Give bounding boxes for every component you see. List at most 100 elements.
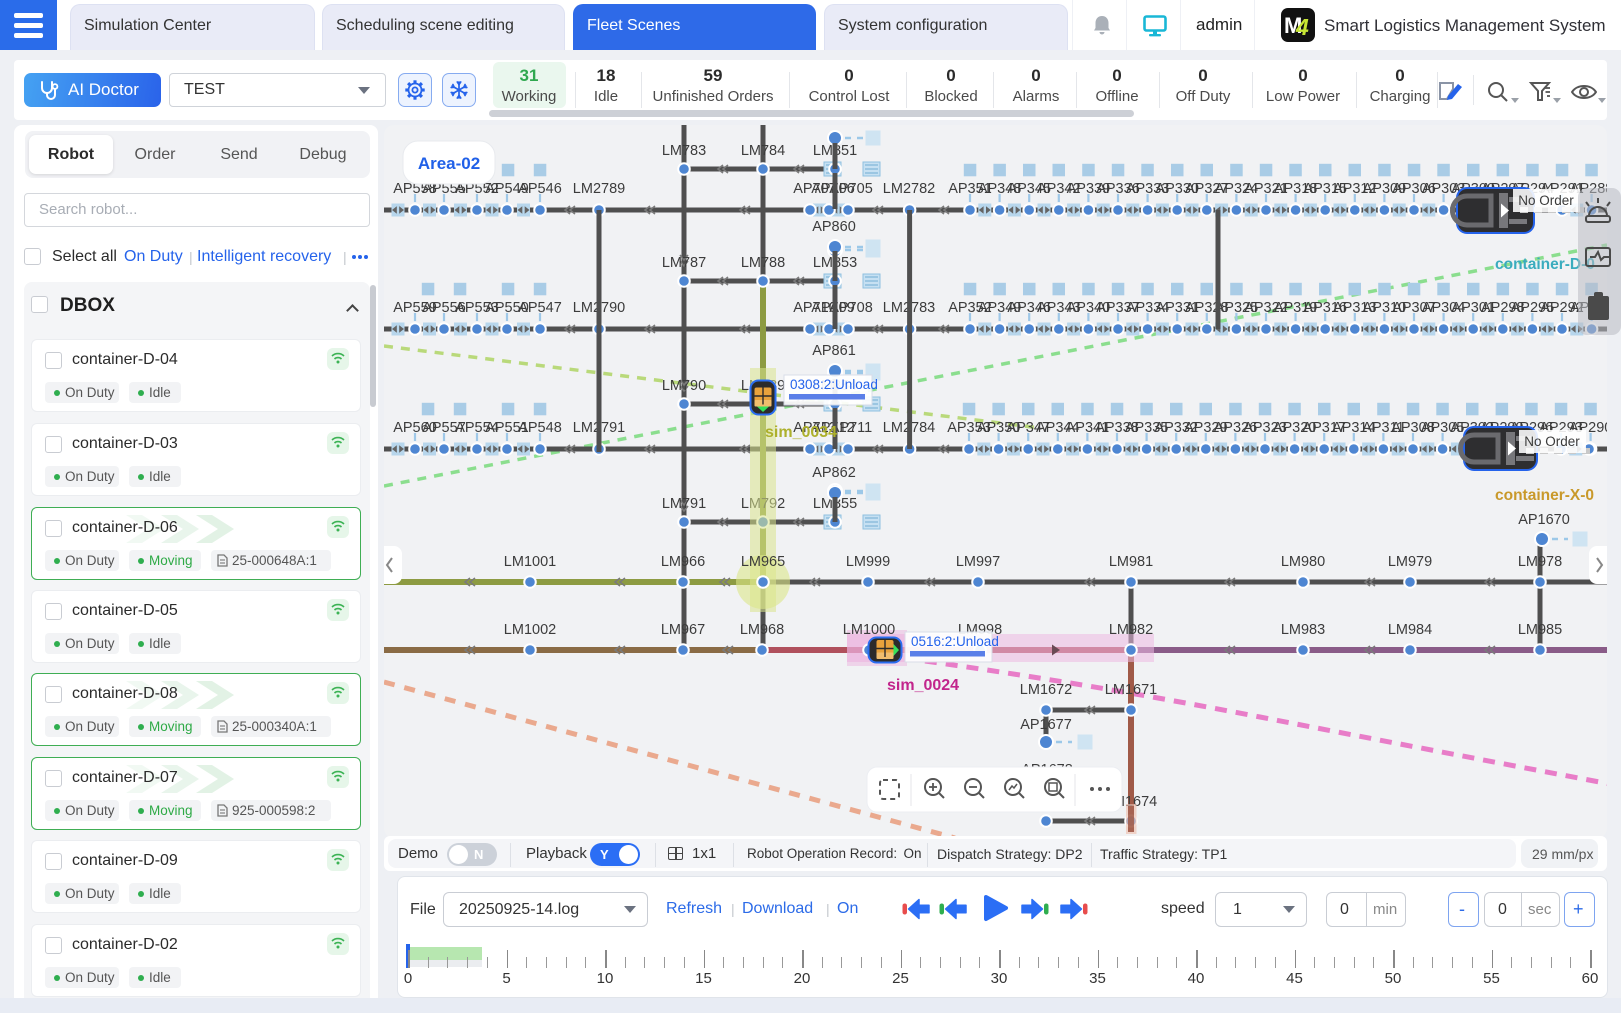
svg-text:AP345: AP345 — [1007, 181, 1051, 197]
svg-text:AP319: AP319 — [1274, 300, 1318, 316]
svg-text:No Order: No Order — [1524, 434, 1580, 449]
svg-text:LM784: LM784 — [741, 143, 785, 159]
svg-text:AP321: AP321 — [1244, 181, 1288, 197]
svg-text:AP556: AP556 — [422, 300, 466, 316]
svg-text:AP353: AP353 — [947, 420, 991, 436]
svg-text:AP549: AP549 — [485, 181, 529, 197]
svg-text:sim_0034: sim_0034 — [765, 424, 837, 441]
svg-text:LM790: LM790 — [662, 378, 706, 394]
svg-text:AP333: AP333 — [1126, 181, 1170, 197]
svg-text:AP558: AP558 — [393, 181, 437, 197]
svg-text:AP339: AP339 — [1067, 181, 1111, 197]
svg-text:AP307: AP307 — [1392, 300, 1436, 316]
svg-text:AP318: AP318 — [1274, 181, 1318, 197]
svg-text:AP352: AP352 — [948, 300, 992, 316]
svg-text:AP559: AP559 — [393, 300, 437, 316]
svg-text:AP317: AP317 — [1302, 420, 1346, 436]
svg-text:AP861: AP861 — [812, 343, 856, 359]
svg-text:AP710: AP710 — [793, 300, 837, 316]
svg-text:AP557: AP557 — [422, 420, 466, 436]
svg-text:LM1002: LM1002 — [504, 622, 556, 638]
svg-text:AP1670: AP1670 — [1518, 512, 1570, 528]
svg-text:container-X-0: container-X-0 — [1495, 487, 1594, 504]
svg-text:AP306: AP306 — [1392, 181, 1436, 197]
svg-text:AP560: AP560 — [393, 420, 437, 436]
svg-text:LM2782: LM2782 — [883, 181, 935, 197]
svg-text:AP349: AP349 — [978, 300, 1022, 316]
svg-text:AP332: AP332 — [1154, 420, 1198, 436]
svg-text:LM787: LM787 — [662, 255, 706, 271]
svg-text:AP330: AP330 — [1155, 181, 1199, 197]
svg-text:AP292: AP292 — [1540, 300, 1584, 316]
svg-text:container-D-0: container-D-0 — [1495, 256, 1595, 273]
svg-text:AP552: AP552 — [455, 181, 499, 197]
svg-text:AP551: AP551 — [485, 420, 529, 436]
svg-text:LM1000: LM1000 — [843, 622, 895, 638]
svg-text:AP546: AP546 — [518, 181, 562, 197]
svg-text:AP713: AP713 — [793, 420, 837, 436]
svg-text:AP343: AP343 — [1037, 300, 1081, 316]
svg-text:AP334: AP334 — [1126, 300, 1170, 316]
svg-text:AP320: AP320 — [1273, 420, 1317, 436]
svg-text:LM984: LM984 — [1388, 622, 1432, 638]
svg-text:AP311: AP311 — [1362, 420, 1404, 436]
svg-text:LM981: LM981 — [1109, 554, 1153, 570]
svg-text:AP326: AP326 — [1214, 420, 1258, 436]
svg-text:AP295: AP295 — [1511, 300, 1555, 316]
svg-text:AP346: AP346 — [1007, 300, 1051, 316]
svg-text:AP322: AP322 — [1244, 300, 1288, 316]
svg-text:AP860: AP860 — [812, 219, 856, 235]
svg-text:AP711: AP711 — [830, 420, 872, 436]
svg-text:AP550: AP550 — [485, 300, 529, 316]
svg-text:AP547: AP547 — [518, 300, 562, 316]
svg-text:LM967: LM967 — [661, 622, 705, 638]
svg-text:AP341: AP341 — [1066, 420, 1110, 436]
svg-text:AP314: AP314 — [1332, 420, 1376, 436]
svg-text:AP548: AP548 — [518, 420, 562, 436]
svg-text:AP305: AP305 — [1421, 420, 1465, 436]
svg-text:AP331: AP331 — [1155, 300, 1199, 316]
svg-text:AP337: AP337 — [1096, 300, 1140, 316]
svg-text:AP327: AP327 — [1185, 181, 1229, 197]
svg-text:LM2789: LM2789 — [573, 181, 625, 197]
svg-text:AP323: AP323 — [1243, 420, 1287, 436]
svg-text:LM979: LM979 — [1388, 554, 1432, 570]
svg-text:AP335: AP335 — [1125, 420, 1169, 436]
svg-text:AP862: AP862 — [812, 465, 856, 481]
svg-text:LM965: LM965 — [741, 554, 785, 570]
svg-text:LM783: LM783 — [662, 143, 706, 159]
svg-text:0516:2:Unload: 0516:2:Unload — [911, 634, 999, 649]
svg-text:LM1001: LM1001 — [504, 554, 556, 570]
svg-text:LM1671: LM1671 — [1105, 682, 1157, 698]
svg-text:AP555: AP555 — [422, 181, 466, 197]
svg-text:AP351: AP351 — [948, 181, 992, 197]
svg-text:AP324: AP324 — [1215, 181, 1259, 197]
svg-text:No Order: No Order — [1518, 193, 1574, 208]
svg-text:AP310: AP310 — [1363, 300, 1407, 316]
svg-text:AP338: AP338 — [1095, 420, 1139, 436]
svg-text:AP342: AP342 — [1037, 181, 1081, 197]
svg-text:Area-02: Area-02 — [418, 154, 480, 173]
svg-text:AP347: AP347 — [1006, 420, 1050, 436]
svg-text:AP325: AP325 — [1215, 300, 1259, 316]
svg-text:LM980: LM980 — [1281, 554, 1325, 570]
svg-text:LM982: LM982 — [1109, 622, 1153, 638]
svg-text:AP316: AP316 — [1303, 300, 1347, 316]
svg-text:AP301: AP301 — [1451, 300, 1495, 316]
svg-text:AP315: AP315 — [1303, 181, 1347, 197]
svg-text:LM968: LM968 — [740, 622, 784, 638]
svg-text:AP303: AP303 — [1422, 181, 1466, 197]
svg-text:AP312: AP312 — [1333, 181, 1377, 197]
svg-text:AP707: AP707 — [793, 181, 837, 197]
svg-text:AP308: AP308 — [1391, 420, 1435, 436]
svg-text:AP336: AP336 — [1096, 181, 1140, 197]
svg-text:AP553: AP553 — [455, 300, 499, 316]
svg-text:AP344: AP344 — [1036, 420, 1080, 436]
svg-text:LM985: LM985 — [1518, 622, 1562, 638]
svg-text:LM999: LM999 — [846, 554, 890, 570]
svg-text:AP350: AP350 — [977, 420, 1021, 436]
svg-text:AP313: AP313 — [1333, 300, 1377, 316]
svg-text:LM978: LM978 — [1518, 554, 1562, 570]
svg-text:AP705: AP705 — [829, 181, 873, 197]
svg-text:LM983: LM983 — [1281, 622, 1325, 638]
